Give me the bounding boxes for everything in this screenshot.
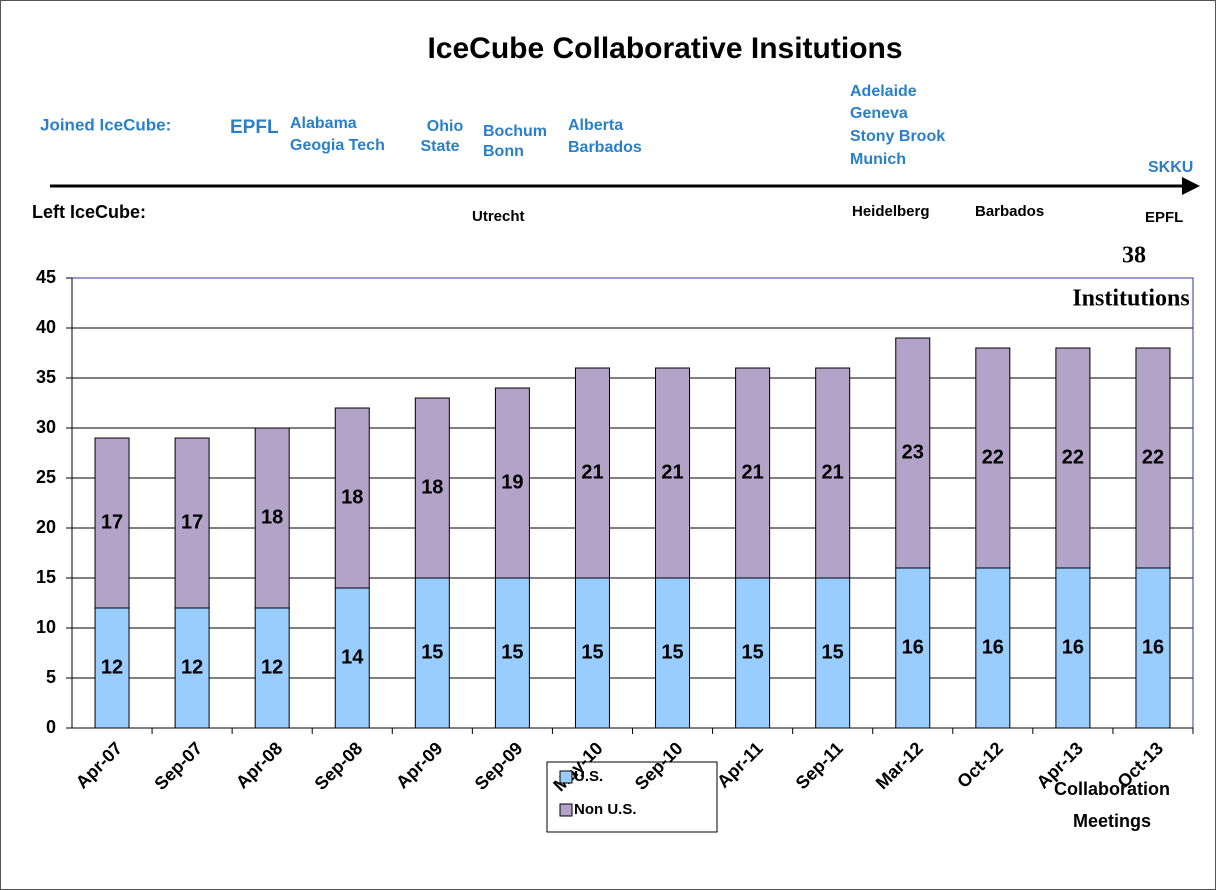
data-label: 15	[661, 641, 683, 663]
bar-segment	[735, 367, 771, 579]
left-name: EPFL	[1145, 209, 1183, 226]
joined-name: Ohio	[427, 118, 464, 135]
data-label: 15	[501, 641, 523, 663]
y-tick-label: 35	[36, 367, 56, 387]
bar-segment	[334, 407, 370, 589]
bar-segment	[334, 587, 370, 729]
data-label: 12	[181, 656, 203, 678]
data-label: 18	[261, 506, 283, 528]
joined-name: Adelaide	[850, 83, 917, 100]
bar-segment	[1055, 347, 1091, 569]
y-tick-label: 15	[36, 567, 56, 587]
timeline-arrow	[1182, 177, 1200, 195]
joined-name: Stony Brook	[850, 128, 945, 145]
joined-name: Geneva	[850, 105, 908, 122]
y-tick-label: 40	[36, 317, 56, 337]
y-tick-label: 20	[36, 517, 56, 537]
joined-name: SKKU	[1148, 159, 1193, 176]
legend-swatch	[559, 803, 573, 817]
annotation: Institutions	[1072, 286, 1189, 312]
legend-label: Non U.S.	[574, 801, 637, 818]
data-label: 17	[101, 511, 123, 533]
bar-segment	[655, 367, 691, 579]
y-tick-label: 30	[36, 417, 56, 437]
bar-segment	[815, 577, 851, 729]
joined-name: Alabama	[290, 115, 357, 132]
data-label: 22	[982, 446, 1004, 468]
data-label: 16	[1142, 636, 1164, 658]
data-label: 15	[421, 641, 443, 663]
y-tick-label: 5	[46, 667, 56, 687]
y-tick-label: 45	[36, 267, 56, 287]
bar-segment	[895, 567, 931, 729]
chart-title: IceCube Collaborative Insitutions	[427, 32, 902, 65]
bar-segment	[815, 367, 851, 579]
left-name: Heidelberg	[852, 203, 930, 220]
x-axis-label: Meetings	[1073, 811, 1151, 831]
data-label: 18	[421, 476, 443, 498]
bar-segment	[574, 367, 610, 579]
bar-segment	[494, 387, 530, 579]
data-label: 21	[581, 461, 603, 483]
bar-segment	[254, 607, 290, 729]
y-tick-label: 0	[46, 717, 56, 737]
data-label: 22	[1142, 446, 1164, 468]
bar-segment	[254, 427, 290, 609]
data-label: 15	[581, 641, 603, 663]
left-name: Utrecht	[472, 208, 525, 225]
data-label: 21	[661, 461, 683, 483]
joined-label: Joined IceCube:	[40, 115, 171, 134]
joined-name: Bochum	[483, 123, 547, 140]
bar-segment	[174, 437, 210, 609]
bar-segment	[975, 347, 1011, 569]
left-name: Barbados	[975, 203, 1044, 220]
data-label: 21	[741, 461, 763, 483]
joined-name: Geogia Tech	[290, 137, 385, 154]
data-label: 12	[101, 656, 123, 678]
data-label: 15	[822, 641, 844, 663]
bar-segment	[414, 397, 450, 579]
joined-name: State	[420, 138, 459, 155]
y-tick-label: 10	[36, 617, 56, 637]
bar-segment	[1135, 347, 1171, 569]
data-label: 14	[341, 646, 364, 668]
data-label: 12	[261, 656, 283, 678]
data-label: 23	[902, 441, 924, 463]
y-tick-label: 25	[36, 467, 56, 487]
bar-segment	[574, 577, 610, 729]
data-label: 15	[741, 641, 763, 663]
legend-swatch	[559, 770, 573, 784]
data-label: 16	[1062, 636, 1084, 658]
data-label: 18	[341, 486, 363, 508]
legend	[546, 761, 718, 833]
bar-segment	[94, 437, 130, 609]
joined-name: Bonn	[483, 143, 524, 160]
data-label: 16	[982, 636, 1004, 658]
legend-label: U.S.	[574, 768, 603, 785]
annotation: 38	[1122, 243, 1146, 269]
left-label: Left IceCube:	[32, 202, 146, 222]
data-label: 17	[181, 511, 203, 533]
joined-name: Barbados	[568, 139, 642, 156]
bar-segment	[494, 577, 530, 729]
x-axis-label: Collaboration	[1054, 779, 1170, 799]
data-label: 22	[1062, 446, 1084, 468]
joined-name: EPFL	[230, 117, 279, 138]
bar-segment	[895, 337, 931, 569]
bar-segment	[414, 577, 450, 729]
data-label: 21	[822, 461, 844, 483]
bar-segment	[1055, 567, 1091, 729]
joined-name: Munich	[850, 151, 906, 168]
joined-name: Alberta	[568, 117, 623, 134]
data-label: 16	[902, 636, 924, 658]
data-label: 19	[501, 471, 523, 493]
bar-segment	[174, 607, 210, 729]
plot-border	[72, 277, 1194, 728]
